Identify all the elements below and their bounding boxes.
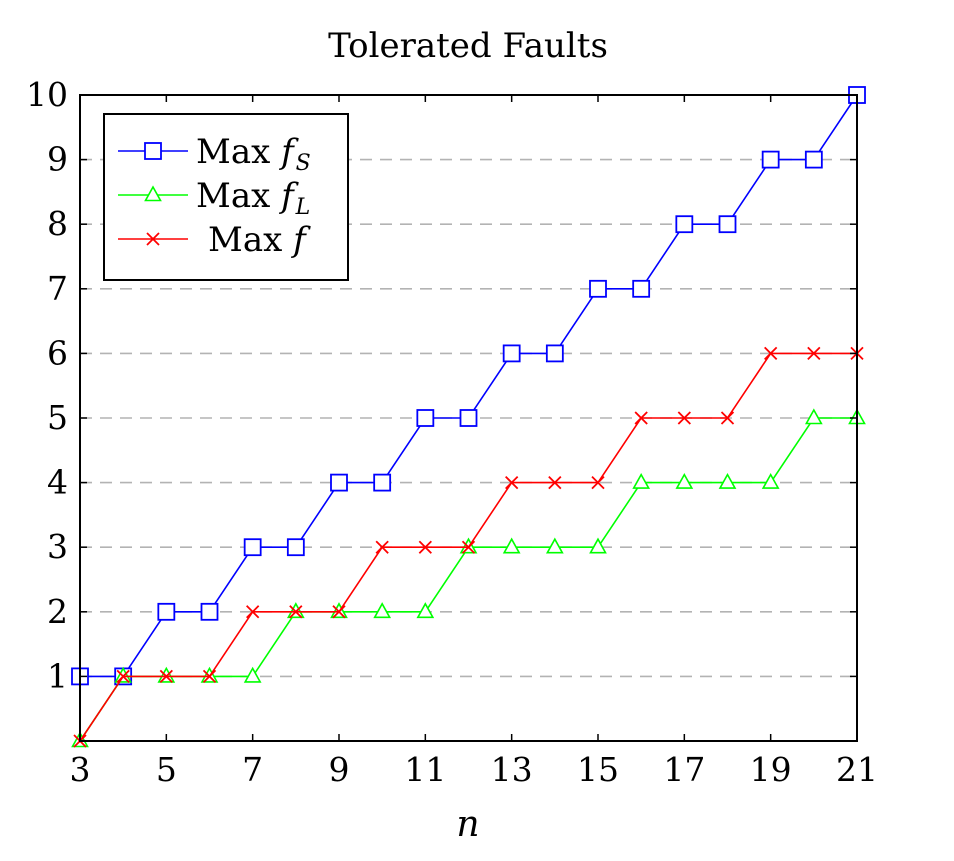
- x-tick-label: 15: [577, 750, 619, 789]
- chart-title: Tolerated Faults: [328, 26, 608, 66]
- data-point: [804, 408, 823, 425]
- data-point: [589, 279, 607, 298]
- data-point: [202, 669, 217, 684]
- data-point: [677, 411, 691, 425]
- data-point: [502, 344, 521, 363]
- data-point: [416, 409, 435, 427]
- data-point: [632, 472, 651, 489]
- y-tick-label: 1: [47, 656, 68, 695]
- data-point: [505, 475, 519, 490]
- y-tick-label: 6: [47, 333, 68, 372]
- y-tick-label: 9: [47, 140, 68, 179]
- data-point: [591, 475, 605, 490]
- data-point: [246, 605, 260, 619]
- x-axis-label: n: [456, 804, 479, 845]
- data-point: [548, 475, 562, 490]
- legend-entry: Max fS: [196, 132, 311, 176]
- data-point: [418, 540, 432, 554]
- data-point: [461, 540, 476, 554]
- data-point: [807, 346, 821, 361]
- data-point: [545, 537, 564, 554]
- y-tick-label: 4: [47, 463, 68, 502]
- x-tick-label: 9: [329, 750, 350, 789]
- data-point: [116, 669, 130, 684]
- legend-marker: [146, 232, 160, 246]
- data-point: [289, 605, 303, 619]
- x-tick-label: 5: [156, 750, 177, 789]
- data-point: [243, 538, 262, 557]
- data-point: [632, 279, 651, 298]
- series-1: [71, 408, 866, 748]
- y-tick-label: 3: [47, 527, 68, 566]
- data-point: [675, 472, 694, 489]
- series-line: [79, 417, 857, 742]
- y-tick-label: 8: [47, 204, 68, 243]
- x-tick-label: 11: [404, 750, 446, 789]
- data-point: [459, 409, 478, 427]
- data-point: [718, 215, 737, 234]
- data-point: [286, 538, 305, 557]
- data-point: [718, 472, 737, 489]
- x-tick-label: 17: [663, 750, 705, 789]
- x-tick-label: 13: [491, 750, 533, 789]
- legend-entry: Max f: [208, 220, 311, 260]
- data-point: [373, 473, 392, 492]
- x-tick-label: 21: [836, 750, 878, 789]
- data-point: [416, 602, 435, 619]
- data-point: [545, 344, 564, 363]
- data-point: [764, 346, 778, 361]
- y-tick-label: 2: [47, 592, 68, 631]
- data-point: [159, 669, 173, 684]
- legend-entry: Max fL: [196, 176, 310, 220]
- y-tick-label: 10: [26, 75, 68, 114]
- legend-box: [103, 113, 349, 281]
- y-tick-label: 5: [47, 398, 68, 437]
- data-point: [804, 150, 823, 169]
- data-point: [332, 605, 346, 619]
- data-point: [375, 540, 389, 554]
- data-point: [330, 473, 348, 492]
- data-point: [675, 215, 694, 234]
- data-point: [502, 537, 521, 554]
- data-point: [373, 602, 392, 619]
- data-point: [634, 411, 648, 425]
- x-tick-label: 19: [750, 750, 792, 789]
- data-point: [589, 537, 607, 554]
- data-point: [157, 602, 176, 621]
- data-point: [720, 411, 735, 425]
- x-tick-label: 7: [242, 750, 263, 789]
- x-tick-label: 3: [70, 750, 91, 789]
- y-tick-label: 7: [47, 269, 68, 308]
- data-point: [761, 472, 780, 489]
- axis-ticks: 1 2 3 4 5 6 7 8 9 10 3 5 7 9 11 13 15 17 19 21: [26, 75, 878, 789]
- data-point: [761, 150, 780, 169]
- legend-marker: [144, 185, 162, 202]
- data-point: [243, 666, 262, 683]
- legend-marker: [144, 142, 162, 160]
- data-point: [200, 602, 219, 621]
